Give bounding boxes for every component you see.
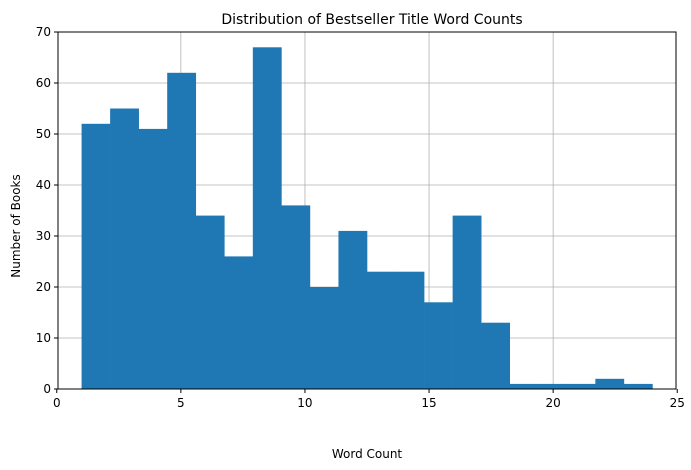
y-tick-label: 50 [36,127,51,141]
histogram-bar [481,322,511,389]
y-tick-label: 0 [43,382,51,396]
y-tick-label: 60 [36,76,51,90]
histogram-bar [224,256,254,389]
histogram-bar [623,383,653,389]
histogram-bar [281,205,311,389]
histogram-bar [538,383,568,389]
histogram-bar [110,108,139,389]
histogram-bar [138,128,168,389]
chart-title: Distribution of Bestseller Title Word Co… [221,12,522,28]
histogram-bar [338,230,368,389]
x-tick-label: 25 [670,396,685,410]
histogram-bar [309,287,339,389]
histogram-bar [509,383,539,389]
x-tick-label: 5 [177,396,185,410]
histogram-bar [167,72,197,390]
histogram-bar [595,378,625,389]
histogram-bar [452,215,482,389]
plot-frame [57,31,677,390]
y-tick-label: 70 [36,25,51,39]
bars-layer [81,47,653,390]
histogram-bar [395,271,425,389]
y-tick-label: 40 [36,178,51,192]
y-axis-label: Number of Books [9,174,23,278]
histogram-bar [566,383,596,389]
ticks-layer: 0 5 10 15 20 25 0 10 20 30 40 50 60 70 [36,25,685,410]
x-tick-label: 0 [53,396,61,410]
x-tick-label: 20 [546,396,561,410]
x-axis-label: Word Count [332,447,403,461]
histogram-bar [424,302,453,389]
histogram-bar [81,123,111,390]
y-tick-label: 30 [36,229,51,243]
x-tick-label: 15 [421,396,436,410]
histogram-bar [252,47,282,390]
y-tick-label: 20 [36,280,51,294]
x-tick-label: 10 [297,396,312,410]
histogram-bar [367,271,396,389]
y-tick-label: 10 [36,331,51,345]
histogram-bar [195,215,225,389]
